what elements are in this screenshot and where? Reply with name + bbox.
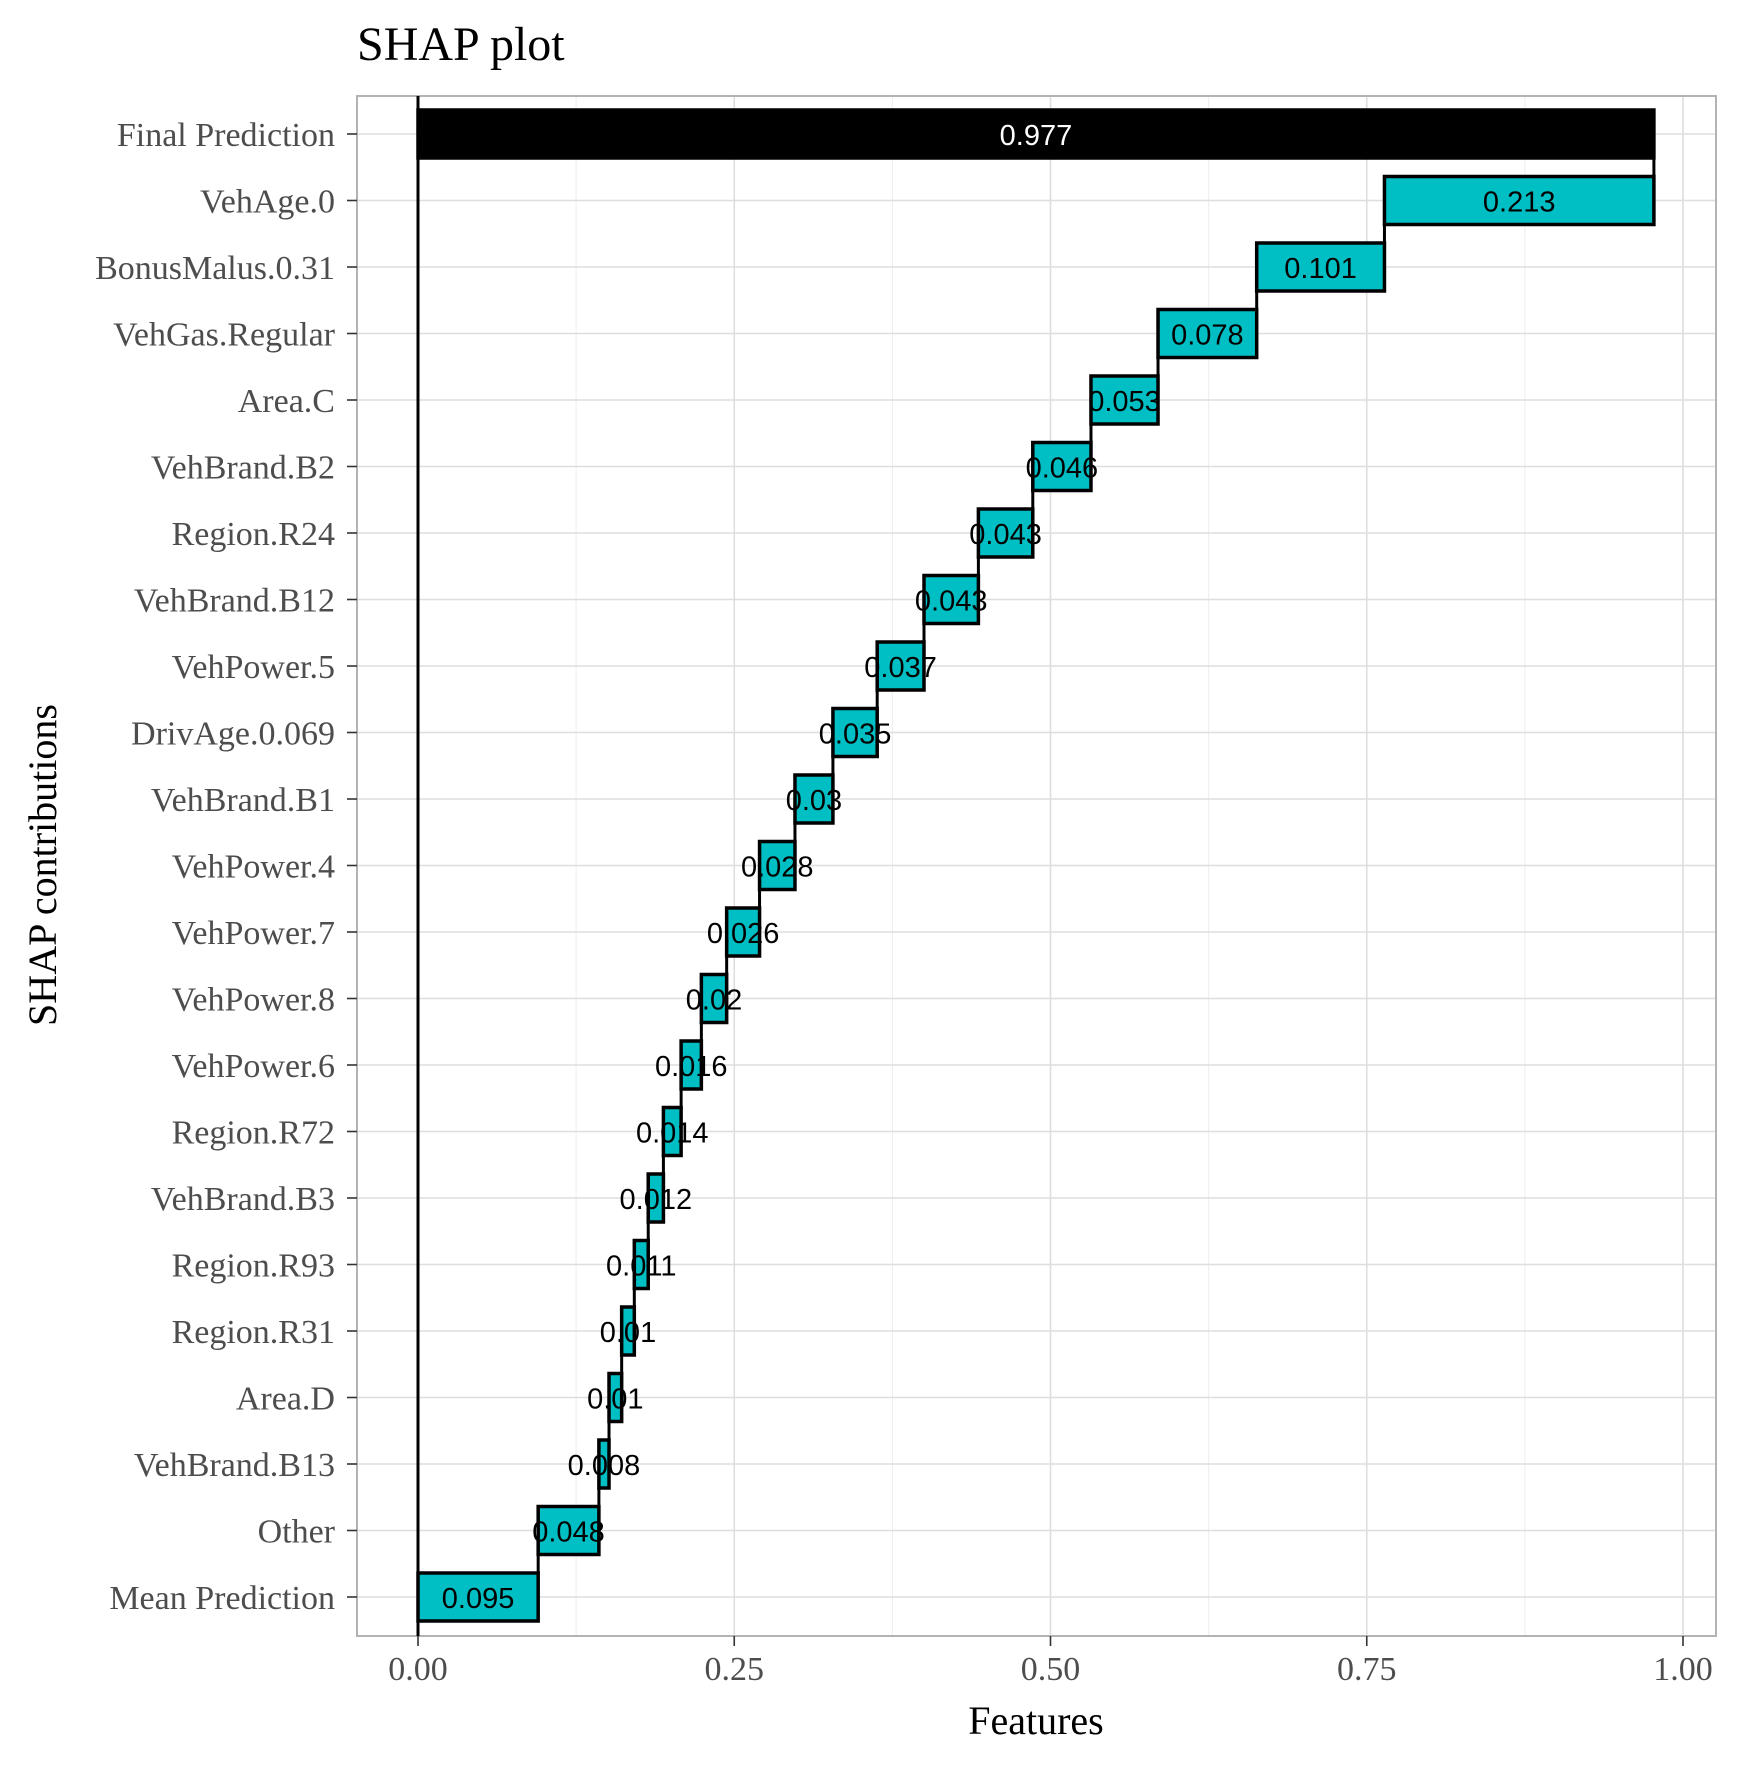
x-axis-title: Features	[968, 1698, 1104, 1743]
bar	[922, 573, 981, 626]
y-tick-label: Other	[258, 1514, 336, 1551]
bar-value-label: 0.03	[786, 785, 842, 817]
bar-value-label: 0.048	[532, 1517, 605, 1549]
y-tick-label: Area.C	[238, 383, 335, 420]
x-tick-label: 0.75	[1337, 1651, 1397, 1688]
y-axis-title: SHAP contributions	[20, 704, 65, 1026]
y-tick-label: VehBrand.B2	[151, 450, 335, 487]
x-tick-label: 0.25	[705, 1651, 765, 1688]
bar	[724, 906, 762, 958]
bar	[875, 640, 926, 692]
y-tick-label: VehBrand.B1	[151, 782, 335, 819]
bar-value-label: 0.046	[1026, 453, 1099, 485]
bar-value-label: 0.028	[741, 852, 814, 884]
bar-value-label: 0.101	[1284, 253, 1357, 285]
bar-value-label: 0.078	[1171, 320, 1244, 352]
axis-layer: Final Prediction VehAge.0 BonusMalus.0.31 V…	[95, 117, 1713, 1688]
bar	[699, 972, 729, 1025]
bar-value-label: 0.026	[707, 918, 780, 950]
y-tick-label: VehAge.0	[200, 184, 335, 221]
bar-value-label: 0.035	[819, 719, 892, 751]
bar-value-label: 0.095	[442, 1583, 515, 1615]
bar	[679, 1039, 704, 1091]
bar	[757, 839, 797, 892]
bar-value-label: 0.043	[915, 586, 988, 618]
y-tick-label: Area.D	[236, 1381, 335, 1418]
bar	[619, 1305, 637, 1357]
bar-value-label: 0.014	[636, 1118, 709, 1150]
bar	[793, 773, 835, 825]
bar-value-label: 0.037	[864, 652, 937, 684]
bar	[536, 1504, 601, 1557]
y-tick-label: VehBrand.B12	[134, 583, 335, 620]
bar	[632, 1238, 650, 1291]
bar-value-label: 0.01	[587, 1384, 643, 1416]
bar	[1382, 174, 1656, 227]
bar	[607, 1371, 624, 1424]
y-tick-label: VehPower.8	[172, 982, 335, 1019]
y-tick-label: Region.R93	[172, 1248, 335, 1285]
y-tick-label: VehBrand.B13	[134, 1447, 335, 1484]
chart-title: SHAP plot	[357, 18, 565, 71]
bar-value-label: 0.01	[600, 1317, 656, 1349]
y-tick-label: BonusMalus.0.31	[95, 250, 335, 287]
x-tick-label: 0.00	[388, 1651, 448, 1688]
bar-value-label: 0.008	[568, 1450, 641, 1482]
bar	[1156, 307, 1259, 360]
bar-value-label: 0.012	[620, 1184, 693, 1216]
x-tick-label: 1.00	[1653, 1651, 1713, 1688]
bar-value-label: 0.016	[655, 1051, 728, 1083]
grid-layer	[356, 95, 1717, 1637]
y-tick-label: VehPower.4	[172, 849, 335, 886]
bar-value-label: 0.043	[969, 519, 1042, 551]
y-tick-label: Region.R72	[172, 1115, 335, 1152]
bar	[1031, 440, 1093, 493]
bars-layer: 0.977 0.213 0.101 0.078 0.053 0.046 0.043 0.043…	[416, 96, 1656, 1636]
y-tick-label: DrivAge.0.069	[131, 716, 335, 753]
y-tick-label: VehGas.Regular	[113, 317, 336, 354]
bar	[1089, 374, 1160, 426]
y-tick-label: VehPower.6	[172, 1048, 335, 1085]
y-tick-label: VehPower.7	[172, 915, 335, 952]
bar-value-label: 0.213	[1483, 187, 1556, 219]
bar-value-label: 0.053	[1088, 386, 1161, 418]
bar	[831, 706, 879, 759]
y-tick-label: Region.R24	[172, 516, 335, 553]
bar-value-label: 0.977	[1000, 120, 1073, 152]
y-tick-label: Region.R31	[172, 1314, 335, 1351]
bar	[661, 1105, 683, 1158]
y-tick-label: VehPower.5	[172, 649, 335, 686]
y-tick-label: VehBrand.B3	[151, 1181, 335, 1218]
bar	[597, 1438, 611, 1490]
bar	[976, 507, 1035, 559]
y-tick-label: Mean Prediction	[109, 1580, 335, 1617]
bar	[646, 1172, 666, 1224]
bar	[1254, 241, 1387, 293]
y-tick-label: Final Prediction	[117, 117, 335, 154]
bar-value-label: 0.02	[686, 985, 742, 1017]
bar-value-label: 0.011	[606, 1251, 676, 1283]
x-tick-label: 0.50	[1021, 1651, 1081, 1688]
